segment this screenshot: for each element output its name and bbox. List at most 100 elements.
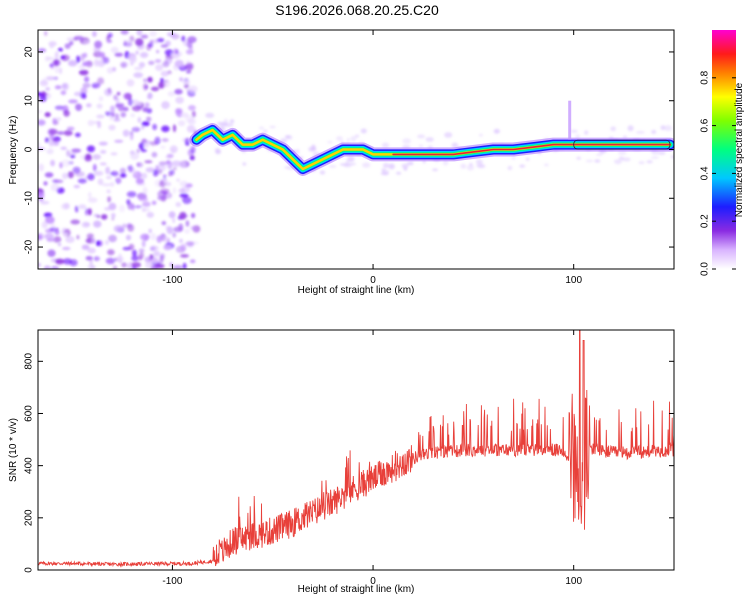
noise-blob [127, 224, 135, 232]
noise-blob [189, 259, 196, 264]
noise-blob [172, 187, 176, 194]
noise-blob [86, 145, 95, 153]
noise-blob [158, 161, 168, 166]
noise-blob [53, 236, 62, 243]
haze-blob [417, 134, 426, 139]
noise-blob [60, 90, 67, 96]
heatmap-x-axis-title: Height of straight line (km) [298, 285, 415, 296]
noise-blob [38, 163, 45, 172]
noise-blob [182, 80, 191, 85]
noise-blob [80, 87, 88, 95]
noise-blob [114, 52, 124, 57]
noise-blob [75, 132, 81, 138]
haze-blob [646, 160, 653, 164]
haze-blob [380, 172, 389, 176]
haze-blob [336, 136, 343, 141]
noise-blob [122, 247, 131, 251]
noise-blob [98, 51, 105, 58]
noise-blob [116, 91, 121, 96]
noise-blob [186, 124, 196, 133]
noise-blob [188, 85, 198, 93]
noise-blob [40, 200, 50, 205]
noise-blob [167, 91, 176, 97]
noise-blob [149, 245, 159, 251]
haze-blob [614, 159, 622, 165]
noise-blob [119, 167, 126, 174]
haze-blob [493, 128, 500, 134]
noise-blob [188, 118, 196, 125]
haze-blob [284, 166, 290, 169]
noise-blob [183, 83, 190, 89]
noise-blob [125, 234, 132, 241]
noise-blob [180, 254, 189, 258]
y-tick-label: 800 [24, 353, 35, 370]
noise-blob [38, 91, 42, 97]
noise-blob [111, 213, 116, 218]
noise-blob [171, 160, 182, 167]
noise-blob [141, 240, 146, 248]
noise-blob [68, 99, 78, 104]
noise-blob [123, 40, 127, 46]
noise-blob [149, 30, 158, 37]
haze-blob [618, 156, 624, 160]
colorbar-tick-label: 0.4 [700, 166, 711, 180]
y-tick-label: 600 [24, 405, 35, 422]
noise-blob [135, 50, 139, 55]
y-tick-label: 10 [24, 95, 35, 107]
noise-blob [160, 70, 169, 77]
noise-blob [126, 79, 135, 87]
noise-blob [180, 112, 189, 118]
haze-blob [479, 133, 483, 137]
noise-blob [140, 125, 145, 130]
x-tick-label: 0 [370, 275, 376, 286]
noise-blob [190, 146, 196, 154]
noise-blob [128, 165, 134, 173]
noise-blob [122, 129, 130, 137]
noise-blob [172, 167, 177, 170]
noise-blob [174, 59, 184, 68]
haze-blob [360, 128, 367, 134]
haze-blob [638, 161, 645, 165]
noise-blob [45, 216, 55, 224]
noise-blob [191, 110, 196, 118]
noise-blob [68, 152, 77, 156]
noise-blob [147, 92, 153, 100]
noise-blob [48, 128, 58, 135]
noise-blob [152, 257, 160, 263]
noise-blob [99, 162, 107, 166]
noise-blob [169, 145, 178, 154]
noise-blob [97, 77, 105, 85]
noise-blob [54, 85, 62, 90]
haze-blob [660, 125, 666, 131]
noise-blob [61, 83, 68, 89]
haze-blob [223, 118, 229, 124]
haze-blob [382, 162, 390, 169]
noise-blob [138, 197, 148, 202]
noise-blob [50, 159, 55, 167]
noise-blob [93, 170, 104, 176]
noise-blob [54, 51, 59, 60]
noise-blob [38, 196, 44, 202]
noise-blob [89, 258, 93, 266]
noise-blob [95, 240, 101, 247]
noise-blob [126, 191, 137, 198]
colorbar-tick-label: 0.6 [700, 118, 711, 132]
noise-blob [145, 261, 153, 269]
noise-blob [179, 77, 184, 82]
noise-blob [93, 256, 100, 262]
noise-blob [97, 60, 105, 68]
noise-blob [152, 123, 157, 131]
noise-blob [150, 233, 156, 241]
noise-blob [78, 204, 87, 210]
haze-blob [622, 157, 631, 162]
noise-blob [48, 41, 57, 47]
noise-blob [151, 151, 158, 158]
haze-blob [584, 130, 589, 135]
noise-blob [75, 103, 83, 112]
noise-blob [154, 136, 161, 145]
noise-blob [172, 124, 177, 133]
haze-blob [396, 171, 402, 175]
noise-blob [116, 103, 125, 107]
noise-blob [146, 116, 152, 122]
noise-blob [125, 39, 133, 48]
